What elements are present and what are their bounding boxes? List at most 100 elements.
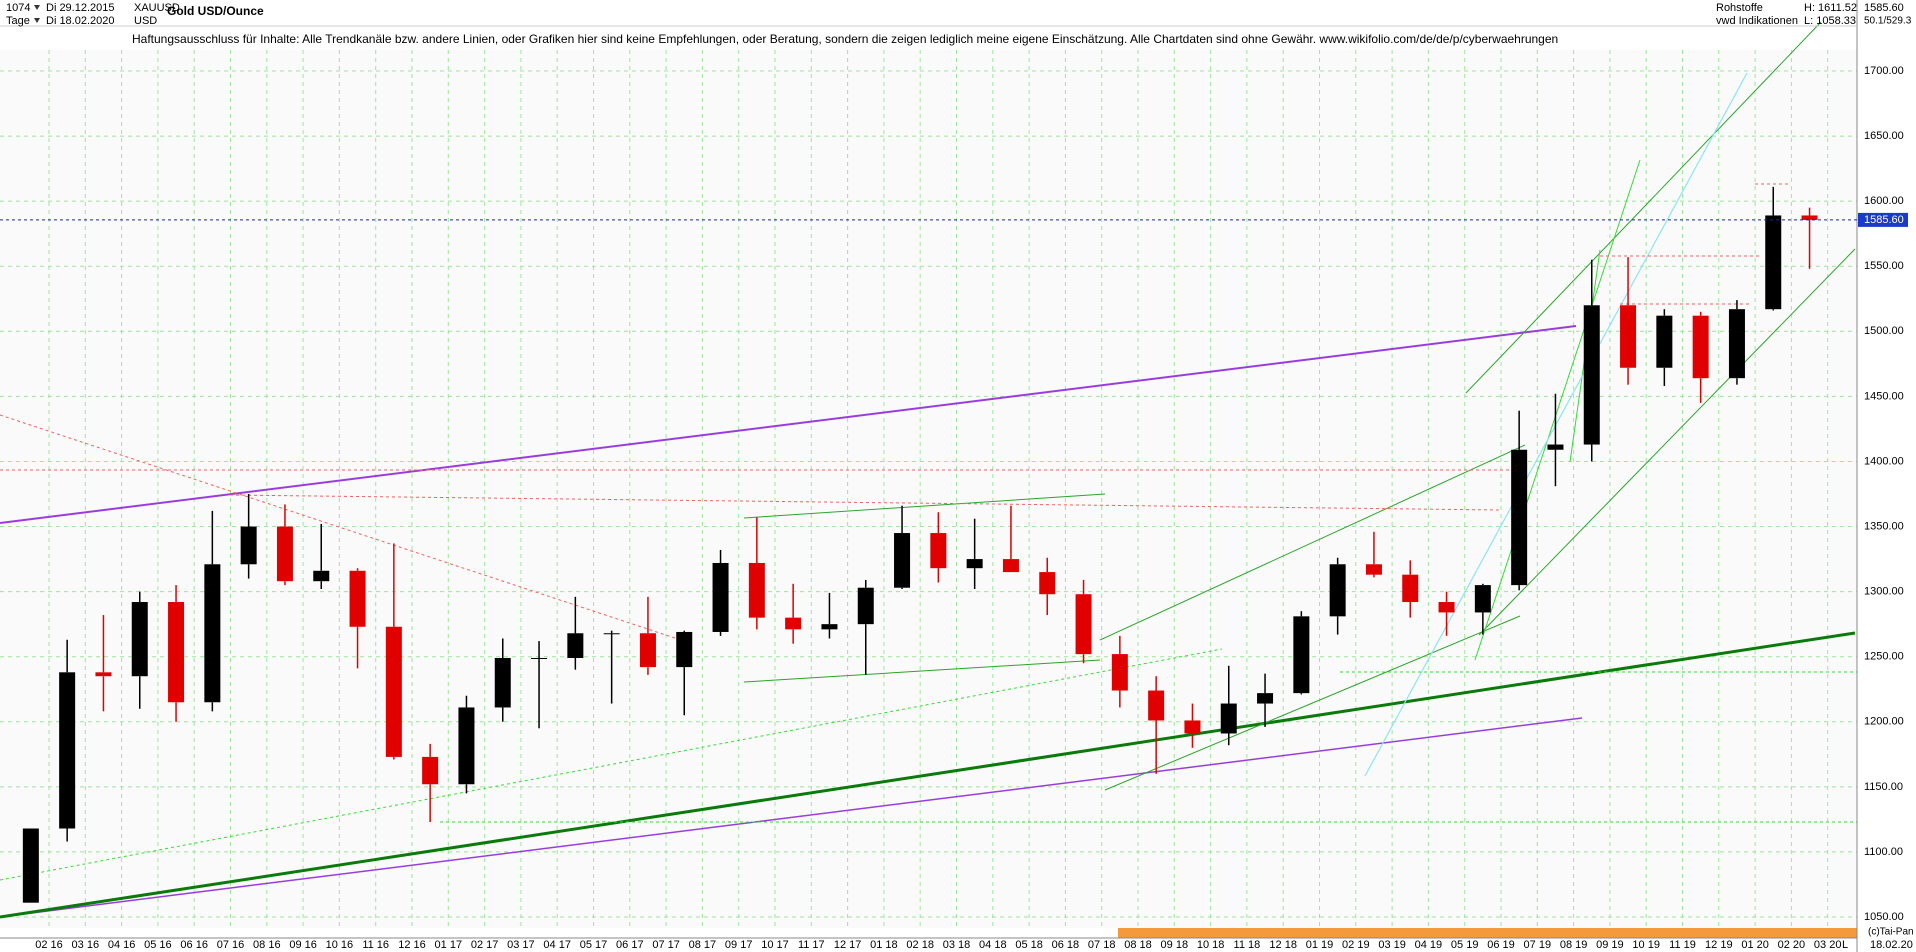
y-tick-label: 1250.00 xyxy=(1864,651,1904,663)
candle-body xyxy=(639,633,656,668)
candle-body xyxy=(603,633,620,635)
x-tick-label: 11 17 xyxy=(798,939,825,951)
candle-body xyxy=(1656,315,1673,368)
candle-body xyxy=(494,657,511,708)
x-tick-label: 04 17 xyxy=(543,939,571,951)
x-tick-label: 09 16 xyxy=(289,939,317,951)
trendline xyxy=(0,631,1856,919)
plot-area xyxy=(0,50,1857,928)
trendline xyxy=(1099,444,1526,641)
candle-body xyxy=(1329,564,1346,617)
x-tick-label: 04 18 xyxy=(979,939,1007,951)
candle-body xyxy=(1402,574,1419,603)
low: L: 1058.33 xyxy=(1804,15,1856,27)
x-tick-label: 03 16 xyxy=(72,939,100,951)
x-tick-label: 12 17 xyxy=(834,939,862,951)
candle-body xyxy=(240,526,257,565)
x-tick-label: 06 17 xyxy=(616,939,644,951)
grid xyxy=(0,50,1857,928)
candle-body xyxy=(1075,594,1092,655)
candle-body xyxy=(1620,305,1637,368)
trendline xyxy=(229,494,1501,511)
y-tick-label: 1400.00 xyxy=(1864,455,1904,467)
trendlines xyxy=(0,21,1857,919)
x-tick-label: 05 16 xyxy=(144,939,172,951)
footer-date: 18.02.20 xyxy=(1870,939,1913,951)
x-tick-label: 09 19 xyxy=(1596,939,1624,951)
candle-body xyxy=(930,533,947,569)
candle-body xyxy=(1365,564,1382,575)
x-tick-label: 03 20 xyxy=(1814,939,1842,951)
mode: L xyxy=(1842,939,1848,951)
candle-body xyxy=(458,707,475,785)
trendline xyxy=(1478,248,1856,636)
candle-body xyxy=(966,559,983,569)
candle-body xyxy=(385,626,402,757)
y-tick-label: 1650.00 xyxy=(1864,130,1904,142)
x-tick-label: 03 17 xyxy=(507,939,535,951)
x-tick-label: 05 17 xyxy=(580,939,608,951)
candle-body xyxy=(712,562,729,632)
chart-title: Gold USD/Ounce xyxy=(167,4,264,18)
x-tick-label: 10 19 xyxy=(1632,939,1660,951)
x-tick-label: 12 16 xyxy=(398,939,426,951)
x-tick-label: 08 18 xyxy=(1124,939,1152,951)
candle-body xyxy=(1438,602,1455,613)
candle-body xyxy=(1511,449,1528,586)
axis-panel xyxy=(1857,0,1916,952)
x-tick-label: 07 18 xyxy=(1088,939,1116,951)
x-tick-label: 09 18 xyxy=(1161,939,1189,951)
trendline xyxy=(0,414,685,642)
y-tick-label: 1500.00 xyxy=(1864,325,1904,337)
stat: 50.1/529.3 xyxy=(1864,16,1912,27)
candles xyxy=(22,186,1818,903)
last-price: 1585.60 xyxy=(1864,2,1904,14)
candle-body xyxy=(422,756,439,785)
period-band xyxy=(1118,928,1857,938)
candle-body xyxy=(1474,585,1491,613)
y-tick-label: 1600.00 xyxy=(1864,195,1904,207)
currency: USD xyxy=(134,15,157,27)
x-tick-label: 08 17 xyxy=(689,939,717,951)
x-tick-label: 06 16 xyxy=(180,939,208,951)
y-tick-label: 1350.00 xyxy=(1864,520,1904,532)
x-tick-label: 07 17 xyxy=(652,939,680,951)
x-tick-label: 04 19 xyxy=(1415,939,1443,951)
x-tick-label: 01 19 xyxy=(1306,939,1334,951)
x-tick-label: 06 19 xyxy=(1487,939,1515,951)
candle-body xyxy=(276,526,293,582)
x-tick-label: 12 18 xyxy=(1269,939,1297,951)
x-tick-label: 07 19 xyxy=(1524,939,1552,951)
candle-body xyxy=(857,587,874,625)
dropdown-icons xyxy=(34,5,40,23)
source: vwd Indikationen xyxy=(1716,15,1798,27)
candle-body xyxy=(349,570,366,627)
trendline xyxy=(743,493,1106,519)
period: Tage xyxy=(6,15,30,27)
trendline xyxy=(1465,21,1822,394)
x-tick-label: 12 19 xyxy=(1705,939,1733,951)
candle-body xyxy=(204,564,221,703)
candle-body xyxy=(1184,720,1201,734)
candle-body xyxy=(1293,616,1310,694)
y-tick-label: 1300.00 xyxy=(1864,586,1904,598)
x-tick-label: 06 18 xyxy=(1052,939,1080,951)
copyright: (c)Tai-Pan xyxy=(1868,927,1914,938)
trendline xyxy=(0,325,1577,524)
x-tick-label: 02 19 xyxy=(1342,939,1370,951)
candle-body xyxy=(894,533,911,588)
x-tick-label: 11 18 xyxy=(1234,939,1261,951)
candle-body xyxy=(1039,572,1056,595)
x-tick-label: 02 16 xyxy=(35,939,63,951)
candle-body xyxy=(1220,703,1237,734)
y-tick-label: 1450.00 xyxy=(1864,390,1904,402)
x-tick-label: 01 18 xyxy=(870,939,898,951)
trendline xyxy=(1474,159,1641,661)
candle-body xyxy=(1111,654,1128,691)
x-tick-label: 07 16 xyxy=(217,939,245,951)
candle-body xyxy=(567,633,584,658)
x-tick-label: 11 16 xyxy=(362,939,389,951)
candle-body xyxy=(95,672,112,677)
